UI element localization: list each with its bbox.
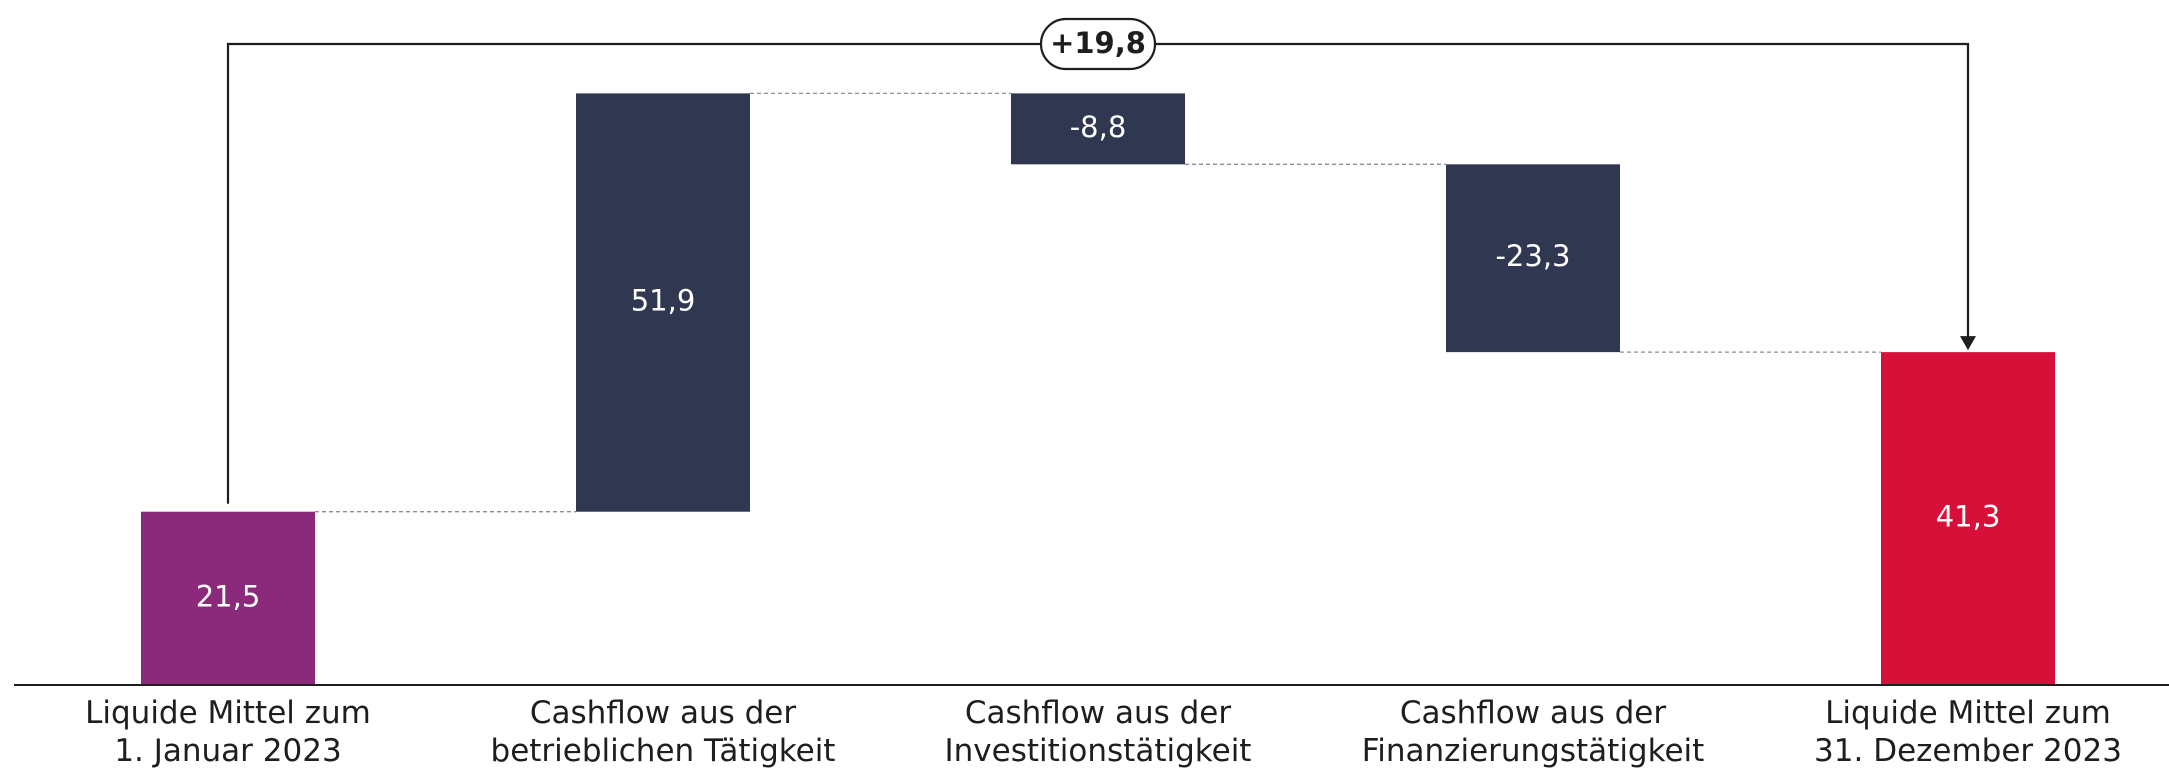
bar (576, 93, 750, 512)
value-label: 51,9 (631, 284, 696, 318)
value-label: -8,8 (1070, 110, 1127, 144)
bar (1881, 352, 2055, 685)
x-tick-label: Cashflow aus der betrieblichen Tätigkeit (490, 695, 836, 769)
value-label: 21,5 (196, 579, 261, 613)
x-tick-label: Liquide Mittel zum 31. Dezember 2023 (1814, 695, 2122, 769)
bar (1011, 93, 1185, 165)
annotation: +19,8 (1050, 26, 1146, 60)
bar (1446, 164, 1620, 353)
value-label: 41,3 (1936, 500, 2001, 534)
x-tick-label: Cashflow aus der Investitionstätigkeit (944, 695, 1252, 769)
bar (141, 511, 315, 685)
annotation-box (1039, 17, 1157, 71)
x-tick-label: Liquide Mittel zum 1. Januar 2023 (85, 695, 371, 769)
arrow-head (1960, 336, 1976, 351)
x-tick-label: Cashflow aus der Finanzierungstätigkeit (1361, 695, 1705, 769)
value-label: -23,3 (1495, 239, 1570, 273)
